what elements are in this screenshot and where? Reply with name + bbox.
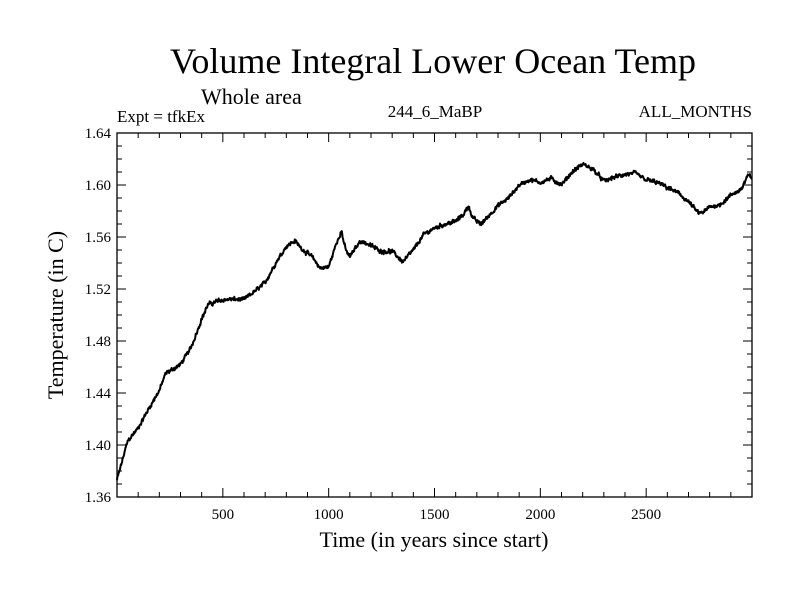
temperature-series-line xyxy=(116,161,753,481)
y-tick-label: 1.52 xyxy=(85,282,111,298)
y-tick-label: 1.36 xyxy=(85,490,112,506)
y-tick-label: 1.40 xyxy=(85,438,111,454)
x-axis-label: Time (in years since start) xyxy=(320,527,549,552)
months-label: ALL_MONTHS xyxy=(639,102,752,121)
y-axis-label: Temperature (in C) xyxy=(43,231,68,399)
x-tick-label: 1500 xyxy=(420,507,450,523)
x-tick-label: 1000 xyxy=(314,507,344,523)
x-tick-label: 2500 xyxy=(631,507,661,523)
experiment-label: Expt = tfkEx xyxy=(117,107,205,126)
x-tick-label: 500 xyxy=(212,507,235,523)
y-tick-label: 1.64 xyxy=(85,126,112,142)
axis-ticks xyxy=(117,133,752,497)
x-tick-label: 2000 xyxy=(525,507,555,523)
y-tick-label: 1.44 xyxy=(85,386,112,402)
y-tick-label: 1.56 xyxy=(85,230,112,246)
chart-subtitle: Whole area xyxy=(201,84,302,109)
y-tick-label: 1.48 xyxy=(85,334,111,350)
plot-frame xyxy=(116,132,753,498)
x-tick-labels: 500 1000 1500 2000 2500 xyxy=(212,507,662,523)
y-tick-label: 1.60 xyxy=(85,178,111,194)
y-tick-labels: 1.36 1.40 1.44 1.48 1.52 1.56 1.60 1.64 xyxy=(85,126,112,506)
period-label: 244_6_MaBP xyxy=(388,102,482,121)
chart-title: Volume Integral Lower Ocean Temp xyxy=(170,41,696,81)
